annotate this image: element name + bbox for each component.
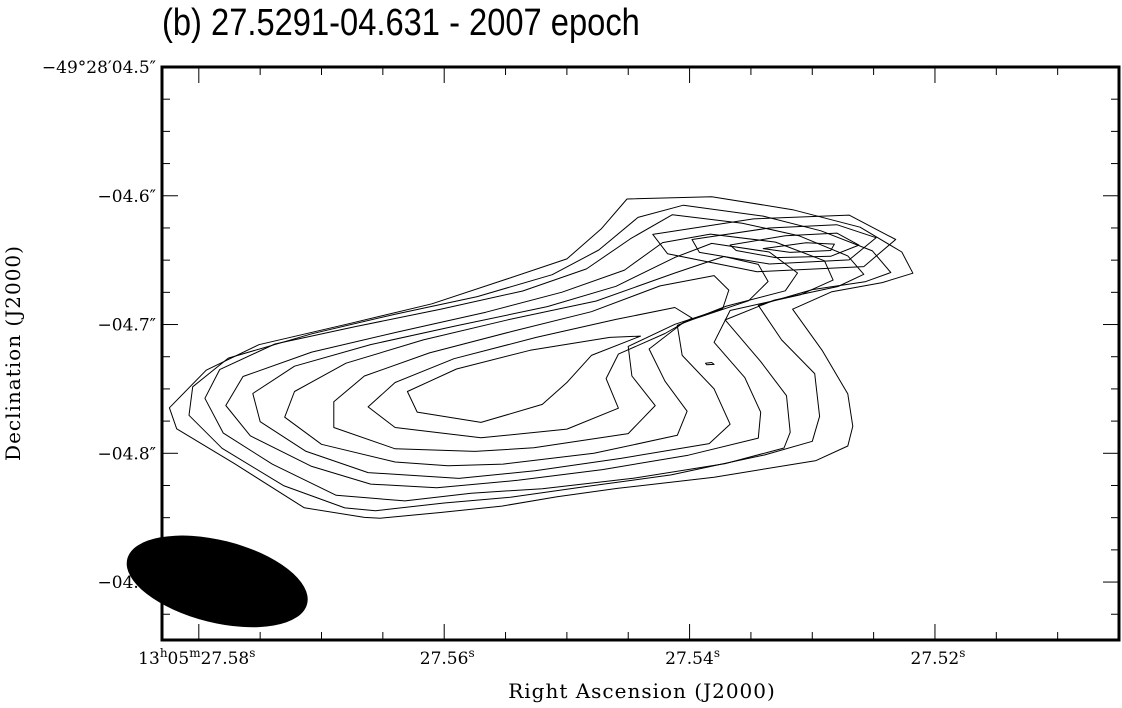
y-tick-label: −04.7″ <box>98 316 156 336</box>
x-tick-label: 27.56s <box>420 646 475 669</box>
contour-line <box>204 214 865 502</box>
contour-line <box>691 224 877 265</box>
contour-line <box>406 335 641 423</box>
y-tick-label: −04.9″ <box>98 573 156 593</box>
y-tick-label: −49°28′04.5″ <box>42 58 156 78</box>
contour-line <box>284 256 769 467</box>
contour-line <box>188 204 892 512</box>
x-tick-label: 13h05m27.58s <box>138 646 255 669</box>
y-axis-label: Declination (J2000) <box>1 245 25 461</box>
x-tick-labels: 13h05m27.58s 27.56s 27.54s 27.52s <box>138 646 965 669</box>
y-tick-labels: −49°28′04.5″ −04.6″ −04.7″ −04.8″ −04.9″ <box>42 58 156 593</box>
contour-line <box>225 233 834 489</box>
contour-line <box>252 242 798 479</box>
x-tick-label: 27.52s <box>911 646 966 669</box>
contour-line <box>333 275 730 452</box>
plot-frame <box>160 65 1121 642</box>
x-axis-label: Right Ascension (J2000) <box>508 679 776 703</box>
contour-line <box>762 242 835 253</box>
y-tick-label: −04.6″ <box>98 187 156 207</box>
contour-line <box>729 232 860 259</box>
contour-line <box>168 196 914 519</box>
contour-line <box>652 214 897 273</box>
chart-title: (b) 27.5291-04.631 - 2007 epoch <box>162 2 640 44</box>
y-tick-label: −04.8″ <box>98 444 156 464</box>
beam-ellipse <box>126 535 308 628</box>
contour-line <box>705 362 715 366</box>
contour-line <box>367 307 693 439</box>
x-tick-label: 27.54s <box>665 646 720 669</box>
contour-lines <box>168 196 914 519</box>
axis-ticks <box>162 66 1120 640</box>
